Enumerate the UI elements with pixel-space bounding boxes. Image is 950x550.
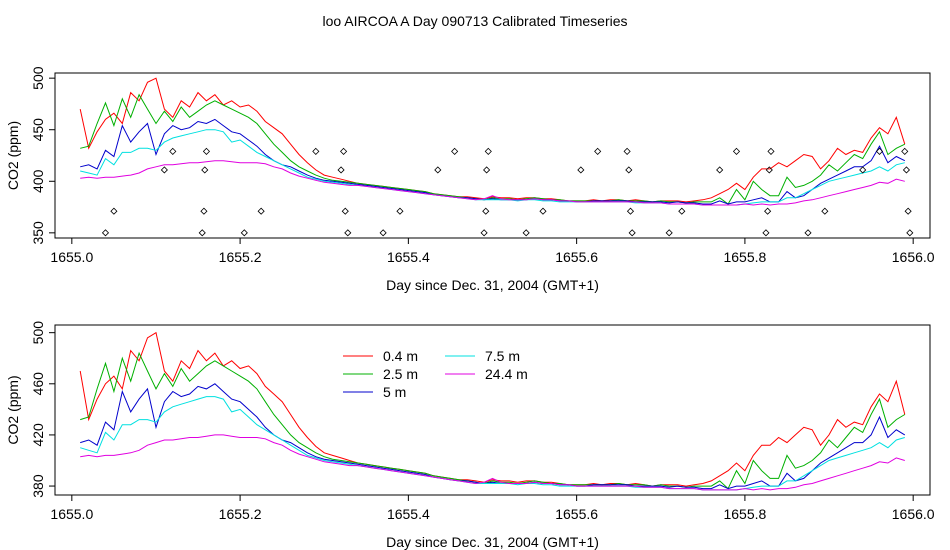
y-tick-label: 500: [30, 66, 46, 90]
series-line-0-4-m: [79, 331, 906, 487]
series-line-7-5-m: [80, 396, 905, 491]
flag-point: [767, 147, 775, 155]
legend-label: 7.5 m: [485, 348, 520, 364]
flag-point: [522, 229, 530, 237]
top-panel: 1655.0 1655.2 1655.4 1655.6 1655.8 1656.0 350 4…: [5, 66, 935, 293]
flag-point: [337, 166, 345, 174]
legend-label: 5 m: [383, 384, 406, 400]
y-tick-label: 450: [30, 118, 46, 142]
legend-label: 2.5 m: [383, 366, 418, 382]
bottom-panel: 1655.0 1655.2 1655.4 1655.6 1655.8 1656.0 380 4…: [5, 321, 935, 550]
flag-point: [732, 147, 741, 155]
series-line-2-5-m: [80, 351, 906, 490]
x-tick-label: 1655.0: [50, 249, 93, 265]
y-tick-label: 350: [30, 221, 46, 245]
flag-point: [906, 229, 914, 237]
flag-point: [765, 166, 773, 174]
flag-point: [201, 166, 209, 174]
y-axis-label: CO2 (ppm): [5, 375, 21, 444]
flag-point: [678, 207, 686, 215]
flag-point: [202, 147, 211, 155]
flag-point: [484, 147, 492, 155]
y-tick-label: 500: [30, 321, 46, 345]
x-tick-label: 1655.8: [723, 249, 766, 265]
flag-point: [764, 207, 772, 215]
x-tick-label: 1655.4: [387, 506, 430, 522]
flag-point: [539, 207, 547, 215]
flag-point: [240, 229, 248, 237]
x-tick-label: 1655.6: [555, 249, 598, 265]
flag-point: [716, 166, 724, 174]
x-tick-label: 1655.6: [555, 506, 598, 522]
flag-point: [902, 166, 911, 174]
x-tick-label: 1655.0: [50, 506, 93, 522]
y-tick-label: 460: [30, 372, 46, 396]
flag-point: [451, 147, 459, 155]
series-line-0-4-m: [79, 77, 906, 203]
y-tick-label: 420: [30, 423, 46, 447]
x-tick-label: 1655.8: [723, 506, 766, 522]
plot-frame: [54, 324, 931, 496]
flag-point: [821, 207, 829, 215]
flag-point: [901, 147, 909, 155]
series-line-5-m: [80, 383, 906, 490]
y-tick-label: 400: [30, 169, 46, 193]
x-axis-label: Day since Dec. 31, 2004 (GMT+1): [386, 277, 599, 293]
y-axis-label: CO2 (ppm): [5, 121, 21, 190]
flag-point: [875, 147, 884, 155]
flag-point: [160, 166, 168, 174]
flag-point: [577, 166, 585, 174]
flag-point: [665, 229, 673, 237]
flag-point: [626, 207, 635, 215]
x-axis-label: Day since Dec. 31, 2004 (GMT+1): [386, 534, 599, 550]
flag-point: [483, 166, 491, 174]
flag-point: [344, 229, 352, 237]
chart-title: loo AIRCOA A Day 090713 Calibrated Times…: [322, 13, 627, 29]
x-tick-label: 1655.2: [219, 249, 262, 265]
series-line-2-5-m: [80, 93, 906, 205]
legend-label: 0.4 m: [383, 348, 418, 364]
x-tick-label: 1655.2: [219, 506, 262, 522]
flag-point: [340, 147, 348, 155]
flag-point: [312, 147, 320, 155]
x-tick-label: 1655.4: [387, 249, 430, 265]
flag-point: [434, 166, 442, 174]
flag-point: [804, 229, 812, 237]
flag-point: [341, 207, 349, 215]
x-tick-label: 1656.0: [892, 249, 935, 265]
flag-point: [198, 229, 206, 237]
flag-point: [625, 166, 633, 174]
flag-point: [482, 207, 490, 215]
flag-point: [396, 207, 404, 215]
plot-frame: [54, 72, 931, 239]
series-line-24-4-m: [80, 434, 905, 491]
x-tick-label: 1656.0: [892, 506, 935, 522]
legend-label: 24.4 m: [485, 366, 528, 382]
series-line-7-5-m: [80, 129, 905, 206]
flag-point: [169, 147, 177, 155]
flag-point: [762, 229, 770, 237]
flag-point: [623, 147, 631, 155]
flag-point: [257, 207, 265, 215]
flag-point: [480, 229, 488, 237]
flag-point: [628, 229, 636, 237]
flag-point: [379, 229, 387, 237]
flag-point: [200, 207, 208, 215]
flag-point: [904, 207, 912, 215]
flag-point: [594, 147, 602, 155]
series-line-24-4-m: [80, 160, 905, 206]
flag-point: [110, 207, 118, 215]
y-tick-label: 380: [30, 474, 46, 498]
flag-point: [859, 166, 867, 174]
series-line-5-m: [80, 118, 906, 205]
flag-point: [101, 229, 110, 237]
